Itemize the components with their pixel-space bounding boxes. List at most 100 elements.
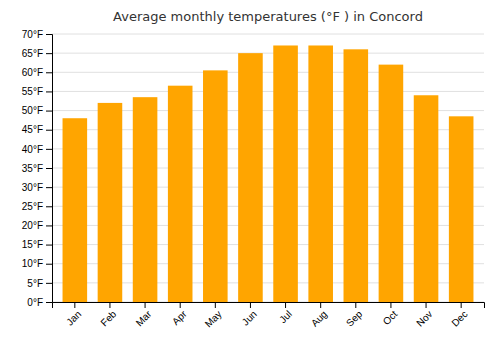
tick-label: 45°F <box>22 124 43 135</box>
tick: Jun <box>240 302 259 328</box>
tick-mark <box>46 168 52 169</box>
tick-mark <box>46 245 52 246</box>
tick-mark <box>426 302 427 308</box>
tick: 65°F <box>22 48 52 59</box>
tick-mark <box>285 302 286 308</box>
tick-label: 0°F <box>27 297 43 308</box>
bar <box>63 118 88 302</box>
tick-label: 60°F <box>22 67 43 78</box>
grid-line <box>52 53 484 54</box>
tick-mark <box>46 302 52 303</box>
tick: 20°F <box>22 220 52 231</box>
y-axis: 0°F 5°F 10°F 15°F 20°F 25°F 30°F 35°F 40°F 45°F 50… <box>22 29 53 308</box>
tick-mark <box>180 302 181 308</box>
bar <box>168 86 193 302</box>
tick-mark <box>46 225 52 226</box>
tick-label: 20°F <box>22 220 43 231</box>
tick: May <box>203 302 224 330</box>
tick-label: Jul <box>277 308 294 325</box>
tick-mark <box>46 91 52 92</box>
tick-label: 50°F <box>22 105 43 116</box>
tick-label: Mar <box>134 308 154 328</box>
bar <box>238 53 263 302</box>
tick-mark <box>109 302 110 308</box>
bar <box>449 116 474 302</box>
tick-mark <box>74 302 75 308</box>
tick: Aug <box>309 302 329 329</box>
tick: 70°F <box>22 29 52 40</box>
plot: 0°F 5°F 10°F 15°F 20°F 25°F 30°F 35°F 40°F 45°F 50… <box>22 29 485 330</box>
tick-label: Dec <box>449 308 469 328</box>
tick-mark <box>46 206 52 207</box>
tick: Jan <box>64 302 83 328</box>
axis-line <box>53 303 485 309</box>
tick-label: Feb <box>98 308 118 328</box>
tick-label: Oct <box>381 308 400 327</box>
tick: Feb <box>98 302 118 328</box>
tick: 0°F <box>27 297 52 308</box>
title: Average monthly temperatures (°F ) in Co… <box>113 9 423 24</box>
tick-label: Aug <box>309 308 329 328</box>
tick-label: 15°F <box>22 239 43 250</box>
grid-line <box>52 72 484 73</box>
tick: 55°F <box>22 86 52 97</box>
tick: 35°F <box>22 163 52 174</box>
bar <box>273 45 298 302</box>
tick-mark <box>390 302 391 308</box>
tick-mark <box>355 302 356 308</box>
tick-label: 25°F <box>22 201 43 212</box>
tick-mark <box>46 149 52 150</box>
bar <box>379 65 404 302</box>
tick-label: 35°F <box>22 163 43 174</box>
tick: 50°F <box>22 105 52 116</box>
tick-mark <box>320 302 321 308</box>
tick-label: 55°F <box>22 86 43 97</box>
tick-label: Nov <box>414 308 434 328</box>
tick: 15°F <box>22 239 52 250</box>
tick-label: Sep <box>344 308 365 329</box>
tick: Oct <box>381 302 400 327</box>
tick: 40°F <box>22 144 52 155</box>
tick-mark <box>46 34 52 35</box>
tick-mark <box>215 302 216 308</box>
tick-mark <box>250 302 251 308</box>
tick: Mar <box>134 302 154 328</box>
tick: 5°F <box>27 278 52 289</box>
tick: Apr <box>170 302 189 327</box>
grid-line <box>52 91 484 92</box>
bar <box>344 49 369 302</box>
tick-label: May <box>203 308 224 329</box>
bar <box>133 97 158 302</box>
tick-mark <box>46 72 52 73</box>
tick-label: 40°F <box>22 144 43 155</box>
tick-label: Apr <box>170 308 189 327</box>
tick: 30°F <box>22 182 52 193</box>
tick: Nov <box>414 302 434 329</box>
bar <box>308 45 333 302</box>
tick-label: Jan <box>64 308 83 327</box>
tick: 25°F <box>22 201 52 212</box>
tick-mark <box>46 283 52 284</box>
tick-mark <box>46 187 52 188</box>
bar <box>203 70 228 302</box>
x-axis: Jan Feb Mar Apr May Jun Jul Aug Sep Oct Nov Dec <box>53 302 485 330</box>
tick: 45°F <box>22 124 52 135</box>
grid <box>52 34 484 302</box>
tick-label: 5°F <box>27 278 43 289</box>
grid-line <box>52 34 484 35</box>
tick-label: 65°F <box>22 48 43 59</box>
tick-mark <box>46 264 52 265</box>
tick-mark <box>46 53 52 54</box>
tick: 10°F <box>22 258 52 269</box>
chart: 0°F 5°F 10°F 15°F 20°F 25°F 30°F 35°F 40°F 45°F 50… <box>0 0 500 350</box>
tick-label: Jun <box>240 308 259 327</box>
bars <box>63 45 474 302</box>
tick-label: 10°F <box>22 258 43 269</box>
tick-mark <box>46 130 52 131</box>
tick-label: 70°F <box>22 29 43 40</box>
tick-mark <box>145 302 146 308</box>
bar <box>98 103 123 302</box>
bar <box>414 95 439 302</box>
tick: Sep <box>344 302 365 329</box>
axis-line <box>46 35 53 303</box>
